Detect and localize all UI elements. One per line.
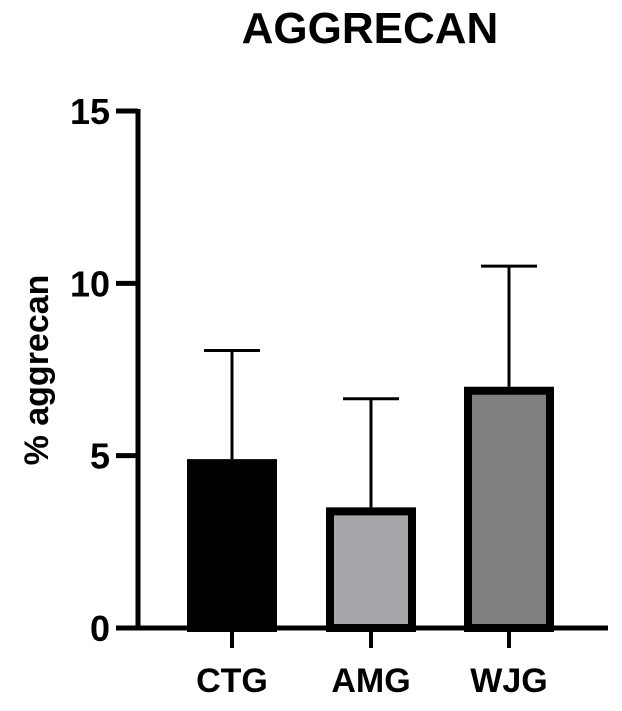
axes-group bbox=[135, 109, 608, 648]
x-labels-group: CTG AMG WJG bbox=[196, 662, 548, 700]
bar-wjg bbox=[464, 386, 554, 632]
bar-amg bbox=[326, 507, 416, 632]
x-tick-label-amg: AMG bbox=[331, 662, 410, 700]
chart-title: AGGRECAN bbox=[242, 4, 499, 53]
y-ticks-group: 0 5 10 15 bbox=[70, 91, 138, 649]
y-tick-label-15: 15 bbox=[70, 91, 110, 132]
x-tick-label-ctg: CTG bbox=[196, 662, 268, 700]
y-tick-label-10: 10 bbox=[70, 263, 110, 304]
error-bars-group bbox=[204, 264, 537, 508]
x-tick-label-wjg: WJG bbox=[470, 662, 547, 700]
bar-ctg bbox=[187, 459, 277, 633]
y-tick-label-0: 0 bbox=[90, 608, 110, 649]
y-tick-label-5: 5 bbox=[90, 436, 110, 477]
y-axis-label: % aggrecan bbox=[18, 275, 56, 466]
